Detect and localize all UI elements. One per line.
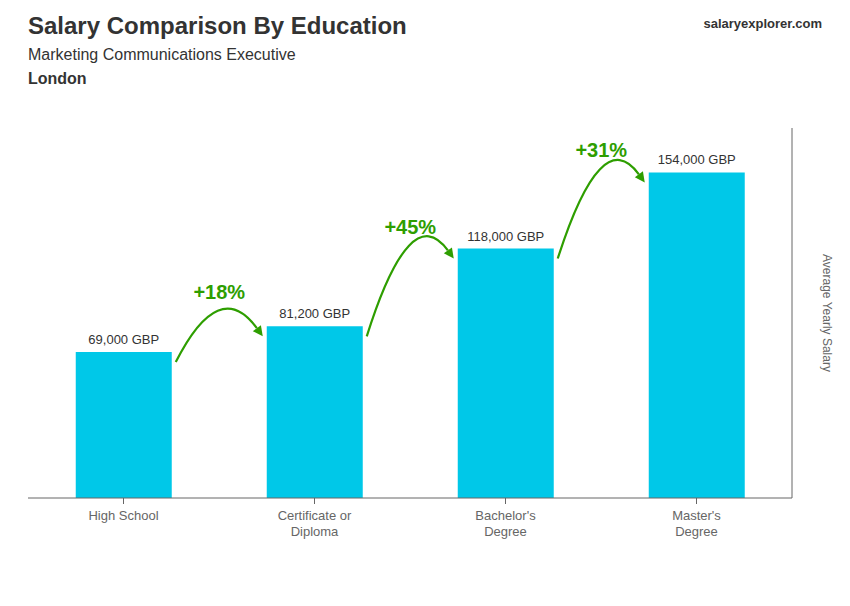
svg-text:69,000 GBP: 69,000 GBP: [88, 332, 159, 347]
svg-text:+31%: +31%: [575, 139, 627, 161]
svg-text:High School: High School: [88, 508, 158, 523]
svg-text:Average Yearly Salary: Average Yearly Salary: [820, 254, 834, 372]
svg-text:Certificate orDiploma: Certificate orDiploma: [278, 508, 352, 539]
html-text:Marketing Communications Execu: Marketing Communications Executive: [28, 46, 296, 63]
html-text:London: London: [28, 70, 87, 87]
svg-text:Bachelor'sDegree: Bachelor'sDegree: [475, 508, 536, 539]
svg-text:Master'sDegree: Master'sDegree: [672, 508, 721, 539]
svg-text:+18%: +18%: [193, 281, 245, 303]
svg-text:118,000 GBP: 118,000 GBP: [467, 229, 544, 244]
svg-text:154,000 GBP: 154,000 GBP: [658, 152, 736, 167]
svg-text:+45%: +45%: [384, 216, 436, 238]
html-text:Salary Comparison By Education: Salary Comparison By Education: [28, 12, 407, 39]
html-text:salaryexplorer.com: salaryexplorer.com: [703, 16, 822, 31]
svg-text:81,200 GBP: 81,200 GBP: [279, 306, 350, 321]
